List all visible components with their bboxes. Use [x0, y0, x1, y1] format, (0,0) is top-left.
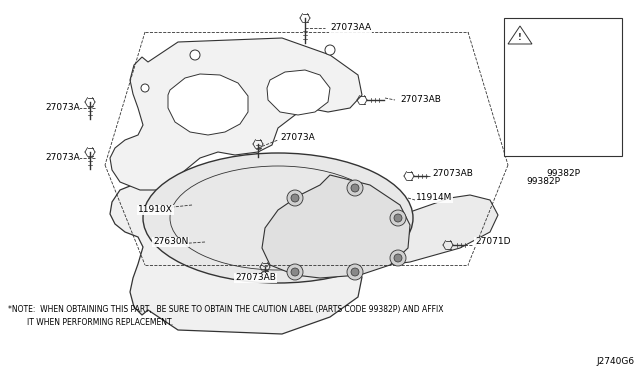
Circle shape — [394, 254, 402, 262]
Text: IT WHEN PERFORMING REPLACEMENT.: IT WHEN PERFORMING REPLACEMENT. — [8, 318, 173, 327]
Text: 27071D: 27071D — [475, 237, 511, 247]
Text: 27073AB: 27073AB — [432, 169, 473, 177]
Text: 27073AB: 27073AB — [400, 96, 441, 105]
Circle shape — [351, 268, 359, 276]
Polygon shape — [195, 195, 498, 270]
Text: 11910X: 11910X — [138, 205, 173, 215]
Polygon shape — [262, 175, 410, 278]
Circle shape — [141, 84, 149, 92]
Text: 27073A: 27073A — [45, 154, 80, 163]
Text: 27073AA: 27073AA — [330, 23, 371, 32]
Circle shape — [325, 45, 335, 55]
Circle shape — [390, 210, 406, 226]
Polygon shape — [110, 38, 362, 190]
Text: 27073AB: 27073AB — [235, 273, 276, 282]
Text: 27073A: 27073A — [45, 103, 80, 112]
Text: 11914M: 11914M — [416, 193, 452, 202]
Circle shape — [291, 268, 299, 276]
Text: !: ! — [518, 32, 522, 42]
Circle shape — [291, 194, 299, 202]
Polygon shape — [168, 74, 248, 135]
Circle shape — [394, 214, 402, 222]
Text: *NOTE:  WHEN OBTAINING THIS PART,  BE SURE TO OBTAIN THE CAUTION LABEL (PARTS CO: *NOTE: WHEN OBTAINING THIS PART, BE SURE… — [8, 305, 444, 314]
FancyBboxPatch shape — [504, 18, 622, 156]
Text: J2740G6: J2740G6 — [597, 357, 635, 366]
Circle shape — [190, 50, 200, 60]
Polygon shape — [110, 182, 362, 334]
Circle shape — [351, 184, 359, 192]
Circle shape — [347, 264, 363, 280]
Polygon shape — [267, 70, 330, 115]
Circle shape — [287, 264, 303, 280]
Text: 27073A: 27073A — [280, 134, 315, 142]
Text: 27630N: 27630N — [153, 237, 188, 247]
Circle shape — [347, 180, 363, 196]
Text: 99382P: 99382P — [546, 170, 580, 179]
Circle shape — [287, 190, 303, 206]
Ellipse shape — [143, 153, 413, 283]
Circle shape — [390, 250, 406, 266]
Text: 99382P: 99382P — [526, 177, 560, 186]
Polygon shape — [508, 26, 532, 44]
